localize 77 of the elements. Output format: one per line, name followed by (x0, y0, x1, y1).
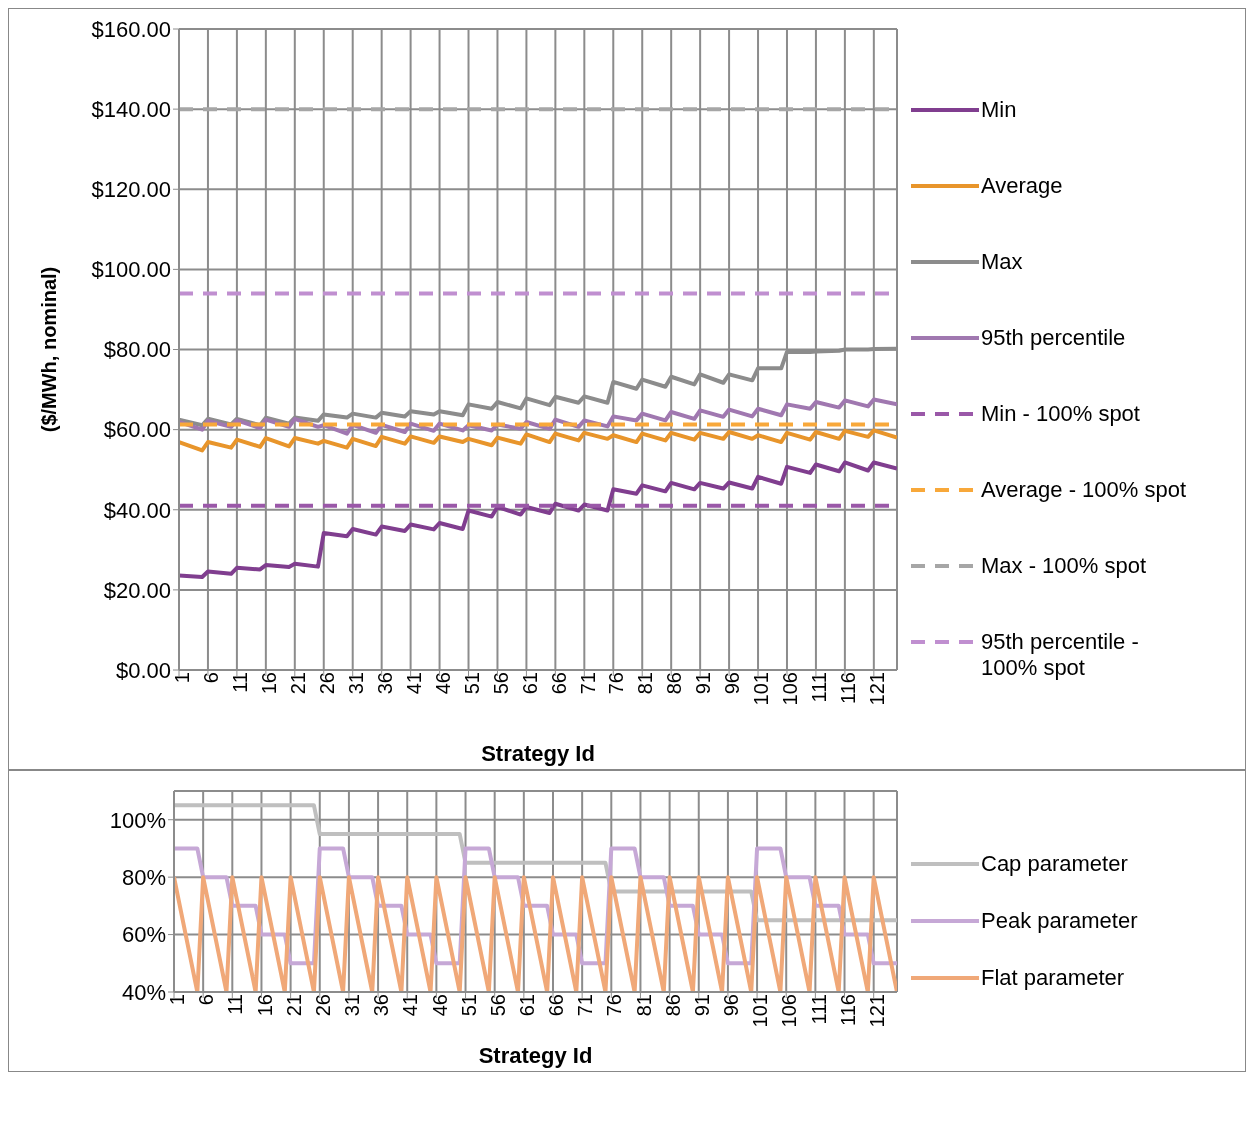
x-tick-label: 56 (489, 672, 512, 695)
y-tick-label: $80.00 (103, 337, 171, 363)
x-tick-label: 116 (837, 672, 860, 704)
legend-label: Cap parameter (981, 851, 1129, 877)
x-tick-label: 66 (545, 994, 568, 1017)
legend-label: Min - 100% spot (981, 401, 1141, 427)
x-tick-label: 51 (460, 672, 483, 695)
x-tick-label: 111 (807, 994, 830, 1025)
x-tick-label: 36 (370, 994, 393, 1017)
y-tick-label: 100% (109, 807, 166, 833)
x-tick-label: 101 (750, 672, 773, 706)
y-tick-label: $40.00 (103, 497, 171, 523)
y-tick-label: 80% (121, 864, 166, 890)
x-tick-label: 86 (663, 672, 686, 695)
legend-label: Min (981, 97, 1018, 123)
legend-label: 95th percentile - 100% spot (981, 629, 1140, 681)
x-tick-label: 31 (344, 672, 367, 695)
x-tick-label: 81 (634, 672, 657, 695)
x-tick-label: 96 (721, 672, 744, 695)
x-tick-label: 46 (431, 672, 454, 695)
x-tick-label: 16 (258, 672, 281, 695)
y-tick-label: $100.00 (91, 257, 171, 283)
x-tick-label: 96 (720, 994, 743, 1017)
x-tick-label: 6 (200, 672, 223, 684)
x-tick-label: 46 (428, 994, 451, 1017)
legend-label: 95th percentile (981, 325, 1127, 351)
x-axis-title: Strategy Id (481, 741, 595, 766)
x-tick-label: 26 (315, 672, 338, 695)
y-tick-label: $160.00 (91, 16, 171, 42)
x-tick-label: 36 (373, 672, 396, 695)
y-tick-label: $60.00 (103, 417, 171, 443)
x-tick-label: 71 (574, 994, 597, 1017)
x-tick-label: 1 (171, 672, 194, 684)
x-tick-label: 11 (224, 994, 247, 1015)
x-tick-label: 91 (690, 994, 713, 1017)
x-tick-label: 56 (486, 994, 509, 1017)
x-tick-label: 16 (253, 994, 276, 1017)
x-tick-label: 41 (402, 672, 425, 695)
x-tick-label: 76 (603, 994, 626, 1017)
x-tick-label: 6 (195, 994, 218, 1006)
x-tick-label: 91 (692, 672, 715, 695)
x-tick-label: 106 (779, 672, 802, 706)
x-tick-label: 101 (749, 994, 772, 1028)
x-tick-label: 111 (808, 672, 831, 703)
x-tick-label: 1 (166, 994, 189, 1006)
y-tick-label: $140.00 (91, 96, 171, 122)
x-tick-label: 11 (229, 672, 252, 693)
x-tick-label: 66 (547, 672, 570, 695)
x-tick-label: 76 (605, 672, 628, 695)
x-tick-label: 116 (836, 994, 859, 1026)
y-tick-label: $20.00 (103, 577, 171, 603)
x-tick-label: 51 (457, 994, 480, 1017)
y-tick-label: 40% (121, 979, 166, 1005)
x-tick-label: 106 (778, 994, 801, 1028)
x-tick-label: 21 (282, 994, 305, 1017)
legend-label: Peak parameter (981, 908, 1139, 934)
legend-label: Max - 100% spot (981, 553, 1148, 579)
x-tick-label: 121 (865, 994, 888, 1028)
y-axis-title: ($/MWh, nominal) (38, 266, 61, 433)
x-tick-label: 121 (866, 672, 889, 706)
x-tick-label: 26 (311, 994, 334, 1017)
x-tick-label: 86 (661, 994, 684, 1017)
x-tick-label: 21 (287, 672, 310, 695)
x-tick-label: 31 (341, 994, 364, 1017)
x-tick-label: 41 (399, 994, 422, 1017)
x-tick-label: 61 (516, 994, 539, 1017)
legend-label: Average - 100% spot (981, 477, 1188, 503)
x-axis-title: Strategy Id (478, 1043, 593, 1068)
x-tick-label: 81 (632, 994, 655, 1017)
x-tick-label: 71 (576, 672, 599, 695)
legend-label: Flat parameter (981, 965, 1126, 991)
x-tick-label: 61 (518, 672, 541, 695)
y-tick-label: 60% (121, 922, 166, 948)
y-tick-label: $120.00 (91, 177, 171, 203)
y-tick-label: $0.00 (115, 657, 171, 683)
legend-label: Average (981, 173, 1064, 199)
legend-label: Max (981, 249, 1024, 275)
